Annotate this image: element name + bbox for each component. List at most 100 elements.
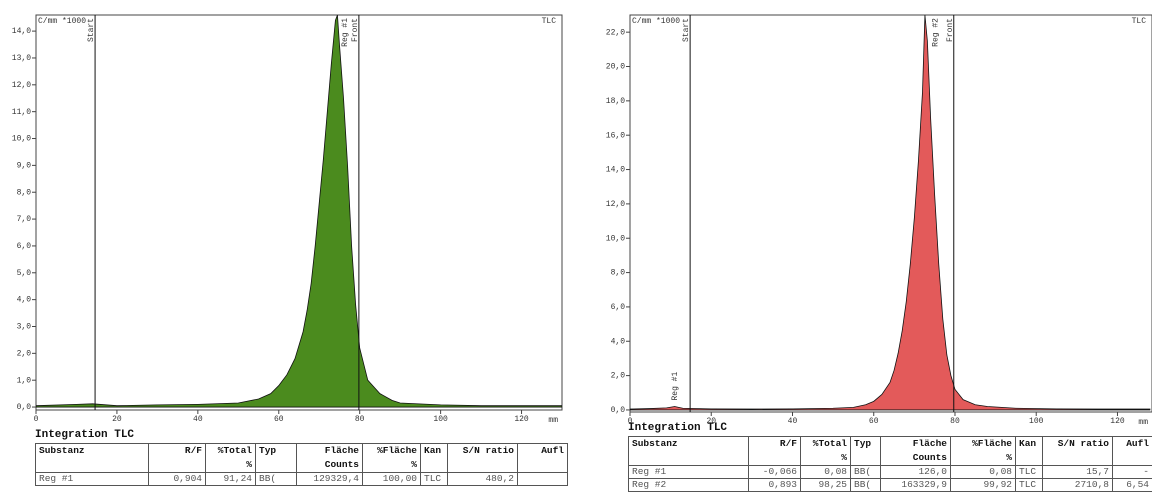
y-tick-label: 16,0 [606, 131, 625, 140]
y-tick-label: 10,0 [606, 234, 625, 243]
x-tick-label: 120 [514, 415, 529, 424]
column-header: %Fläche% [950, 436, 1016, 466]
y-tick-label: 2,0 [611, 372, 626, 381]
marker-label: Start [87, 18, 96, 42]
table-cell: 98,25 [800, 478, 851, 492]
header-text: %Total [217, 445, 252, 456]
header-text: Typ [259, 445, 277, 456]
region-label: Reg #1 [341, 18, 350, 47]
y-tick-label: 0,0 [17, 403, 32, 412]
table-cell: 15,7 [1042, 465, 1113, 479]
column-header: S/N ratio [447, 443, 518, 473]
x-axis-label: mm [548, 416, 558, 425]
table-cell: - [1112, 465, 1152, 479]
table-cell: TLC [1015, 465, 1043, 479]
data-row: Reg #2 0,893 98,25 BB(163329,9 99,92 TLC 2710,… [628, 478, 1152, 492]
column-header: S/N ratio [1042, 436, 1113, 466]
header-text: Aufl [541, 445, 564, 456]
y-tick-label: 9,0 [17, 161, 32, 170]
y-tick-label: 6,0 [611, 303, 626, 312]
header-text: R/F [184, 445, 202, 456]
column-header: Kan [1015, 436, 1043, 466]
column-header: Aufl [1112, 436, 1152, 466]
y-tick-label: 6,0 [17, 242, 32, 251]
marker-label: Start [682, 18, 691, 42]
x-tick-label: 0 [34, 415, 39, 424]
y-tick-label: 12,0 [606, 200, 625, 209]
column-header: Substanz [628, 436, 749, 466]
y-tick-label: 13,0 [12, 54, 31, 63]
column-header: %Fläche% [362, 443, 421, 473]
y-tick-label: 0,0 [611, 406, 626, 415]
column-header: Fläche Counts [296, 443, 363, 473]
table-cell: TLC [420, 472, 448, 486]
table-cell: 129329,4 [296, 472, 363, 486]
table-cell: Reg #1 [35, 472, 149, 486]
table-cell: 0,904 [148, 472, 206, 486]
table-cell: BB( [255, 472, 297, 486]
y-tick-label: 18,0 [606, 97, 625, 106]
header-text: %Fläche [972, 438, 1012, 449]
column-header: Substanz [35, 443, 149, 473]
header-text: Typ [854, 438, 872, 449]
table-cell: BB( [850, 478, 881, 492]
column-header: Kan [420, 443, 448, 473]
marker-label: Front [351, 18, 360, 42]
column-header: R/F [748, 436, 801, 466]
y-tick-label: 22,0 [606, 28, 625, 37]
y-tick-label: 11,0 [12, 108, 31, 117]
y-tick-label: 8,0 [17, 188, 32, 197]
y-tick-label: 10,0 [12, 135, 31, 144]
header-text: %Fläche [377, 445, 417, 456]
plot-frame [629, 14, 1152, 413]
region-label: Reg #2 [932, 18, 941, 47]
table-cell: -0,066 [748, 465, 801, 479]
header-text: S/N ratio [1057, 438, 1109, 449]
integration-panel: Integration TLC Substanz R/F %Total% Typ Fläc… [35, 427, 568, 486]
header-row: Substanz R/F %Total% Typ Fläche Counts %Fläche… [628, 436, 1152, 466]
y-axis-label: C/mm *1000 [38, 17, 86, 26]
integration-panel: Integration TLC Substanz R/F %Total% Typ Fläc… [628, 420, 1152, 492]
table-cell: 0,08 [950, 465, 1016, 479]
table-cell: Reg #1 [628, 465, 749, 479]
x-tick-label: 20 [706, 417, 716, 426]
table-title: Integration TLC [628, 422, 728, 434]
x-tick-label: 80 [355, 415, 365, 424]
data-row: Reg #1 0,904 91,24 BB(129329,4 100,00 TLC 480,… [35, 472, 568, 486]
table-cell: 480,2 [447, 472, 518, 486]
header-text: Counts [324, 459, 359, 470]
header-text: Substanz [632, 438, 678, 449]
header-text: %Total [812, 438, 847, 449]
y-axis-label: C/mm *1000 [632, 17, 680, 26]
table-cell: 91,24 [205, 472, 256, 486]
column-header: %Total% [800, 436, 851, 466]
x-tick-label: 80 [950, 417, 960, 426]
table-cell: 163329,9 [880, 478, 951, 492]
header-text: % [246, 459, 252, 470]
column-header: R/F [148, 443, 206, 473]
header-text: % [841, 452, 847, 463]
y-tick-label: 4,0 [17, 296, 32, 305]
x-tick-label: 60 [274, 415, 284, 424]
column-header: Aufl [517, 443, 568, 473]
header-text: Substanz [39, 445, 85, 456]
header-text: Kan [1019, 438, 1037, 449]
results-table: Substanz R/F %Total% Typ Fläche Counts %Fläche… [35, 443, 568, 486]
table-cell [517, 472, 568, 486]
marker-label: Front [946, 18, 955, 42]
table-cell: BB( [850, 465, 881, 479]
column-header: Typ [850, 436, 881, 466]
x-tick-label: 100 [1029, 417, 1044, 426]
y-tick-label: 12,0 [12, 81, 31, 90]
y-tick-label: 7,0 [17, 215, 32, 224]
region-label: Reg #1 [671, 372, 680, 401]
table-cell: 2710,8 [1042, 478, 1113, 492]
y-tick-label: 14,0 [606, 166, 625, 175]
x-axis-label: mm [1138, 418, 1148, 427]
header-row: Substanz R/F %Total% Typ Fläche Counts %Fläche… [35, 443, 568, 473]
header-text: R/F [779, 438, 797, 449]
peak-area [630, 15, 1151, 411]
y-tick-label: 4,0 [611, 337, 626, 346]
y-tick-label: 2,0 [17, 349, 32, 358]
